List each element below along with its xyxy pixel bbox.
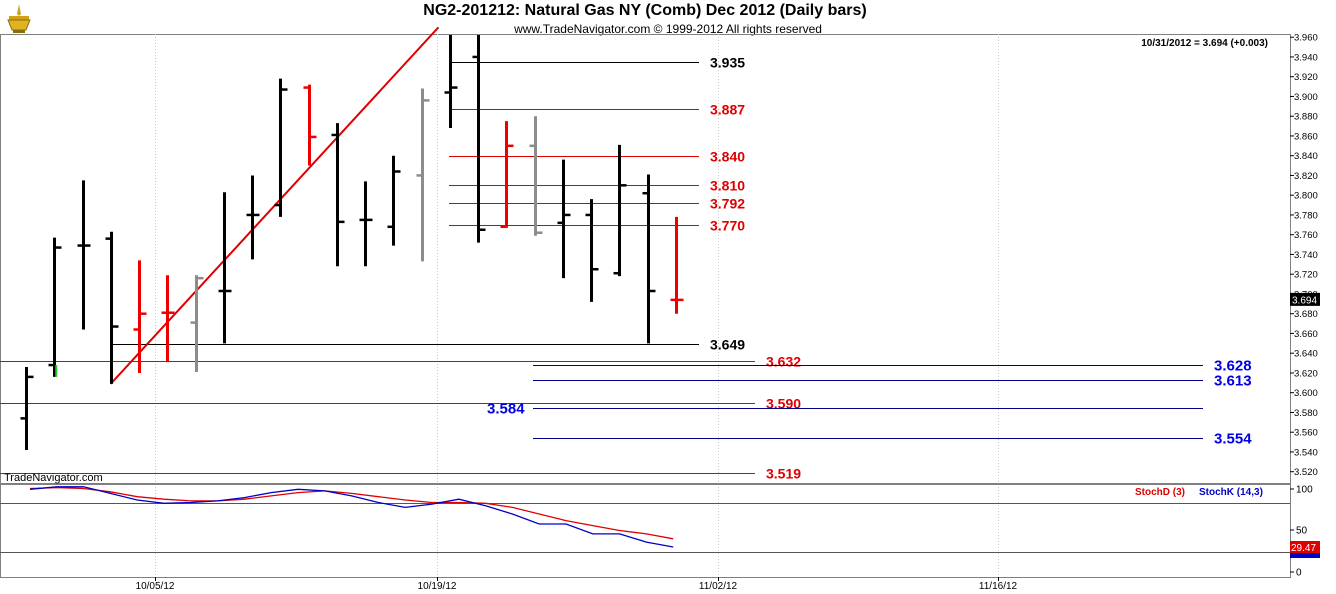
last-price-flag bbox=[1290, 292, 1320, 306]
ohlc-bar bbox=[642, 174, 656, 344]
ohlc-bar bbox=[190, 275, 204, 372]
y-tick-label: 3.580 bbox=[1294, 408, 1318, 419]
y-tick-label: 3.560 bbox=[1294, 428, 1318, 439]
ohlc-bar bbox=[105, 231, 119, 384]
ohlc-bar bbox=[613, 144, 627, 277]
y-tick-label: 3.860 bbox=[1294, 131, 1318, 142]
level-label: 3.519 bbox=[766, 466, 801, 482]
ohlc-bar bbox=[529, 116, 543, 236]
ohlc-bar bbox=[557, 159, 571, 279]
y-tick-label: 3.920 bbox=[1294, 72, 1318, 83]
x-tick-label: 11/02/12 bbox=[699, 581, 738, 592]
y-tick-label: 3.880 bbox=[1294, 112, 1318, 123]
y-tick-label: 100 bbox=[1296, 485, 1313, 496]
level-label: 3.584 bbox=[487, 401, 525, 418]
level-label: 3.590 bbox=[766, 396, 801, 412]
ohlc-bar bbox=[48, 237, 62, 377]
chart-title: NG2-201212: Natural Gas NY (Comb) Dec 20… bbox=[423, 2, 867, 19]
ohlc-bar bbox=[303, 84, 317, 166]
level-label: 3.554 bbox=[1214, 431, 1252, 448]
level-label: 3.770 bbox=[710, 218, 745, 234]
level-label: 3.632 bbox=[766, 354, 801, 370]
stoch-d-line bbox=[29, 486, 674, 540]
level-label: 3.810 bbox=[710, 178, 745, 194]
y-tick-label: 3.720 bbox=[1294, 270, 1318, 281]
legend-stoch-k: StochK (14,3) bbox=[1199, 487, 1263, 498]
last-quote-text: 10/31/2012 = 3.694 (+0.003) bbox=[1141, 38, 1268, 49]
ohlc-bar bbox=[133, 260, 147, 373]
y-tick-label: 3.540 bbox=[1294, 447, 1318, 458]
y-tick-label: 3.680 bbox=[1294, 309, 1318, 320]
x-tick-label: 11/16/12 bbox=[979, 581, 1018, 592]
y-tick-label: 3.900 bbox=[1294, 92, 1318, 103]
y-tick-label: 3.800 bbox=[1294, 191, 1318, 202]
stoch-k-line bbox=[29, 486, 674, 548]
ohlc-bar bbox=[585, 199, 599, 302]
ohlc-bar bbox=[387, 155, 401, 246]
ohlc-bar bbox=[20, 367, 34, 450]
y-tick-label: 3.940 bbox=[1294, 52, 1318, 63]
copyright-text: www.TradeNavigator.com © 1999-2012 All r… bbox=[514, 22, 822, 36]
ohlc-bar bbox=[472, 35, 486, 243]
y-tick-label: 3.960 bbox=[1294, 33, 1318, 44]
x-tick-label: 10/19/12 bbox=[418, 581, 457, 592]
y-tick-label: 3.600 bbox=[1294, 388, 1318, 399]
ohlc-bar bbox=[331, 123, 345, 267]
level-label: 3.887 bbox=[710, 102, 745, 118]
price-panel-border bbox=[0, 34, 1291, 484]
y-tick-label: 3.660 bbox=[1294, 329, 1318, 340]
level-label: 3.649 bbox=[710, 337, 745, 353]
level-label: 3.613 bbox=[1214, 373, 1252, 390]
level-label: 3.840 bbox=[710, 149, 745, 165]
legend-stoch-d: StochD (3) bbox=[1135, 487, 1185, 498]
ohlc-bar bbox=[670, 216, 684, 314]
y-tick-label: 3.820 bbox=[1294, 171, 1318, 182]
ohlc-bar bbox=[500, 121, 514, 229]
y-tick-label: 50 bbox=[1296, 526, 1308, 537]
y-tick-label: 3.620 bbox=[1294, 368, 1318, 379]
trade-navigator-logo-icon bbox=[4, 2, 34, 34]
ohlc-bar bbox=[416, 88, 430, 262]
level-label: 3.628 bbox=[1214, 358, 1252, 375]
y-tick-label: 3.520 bbox=[1294, 467, 1318, 478]
x-tick-label: 10/05/12 bbox=[136, 581, 175, 592]
ohlc-bar bbox=[77, 180, 91, 330]
y-tick-label: 3.780 bbox=[1294, 210, 1318, 221]
y-tick-label: 3.760 bbox=[1294, 230, 1318, 241]
ohlc-bar bbox=[246, 175, 260, 260]
osc-last-label: 29.47 bbox=[1291, 543, 1316, 554]
level-label: 3.792 bbox=[710, 196, 745, 212]
y-tick-label: 3.840 bbox=[1294, 151, 1318, 162]
ohlc-bar bbox=[444, 35, 458, 129]
ohlc-bar bbox=[359, 181, 373, 267]
oscillator-panel: 10/05/12 10/19/12 11/02/12 11/16/12 100 50 0 St… bbox=[0, 484, 1320, 592]
y-tick-label: 0 bbox=[1296, 568, 1302, 579]
y-tick-label: 3.640 bbox=[1294, 349, 1318, 360]
level-label: 3.935 bbox=[710, 55, 745, 71]
watermark-text: TradeNavigator.com bbox=[4, 472, 103, 484]
osc-last-flag-k bbox=[1290, 553, 1320, 558]
y-tick-label: 3.740 bbox=[1294, 250, 1318, 261]
ohlc-bar bbox=[274, 78, 288, 217]
oscillator-panel-border bbox=[0, 484, 1291, 578]
ohlc-bar bbox=[218, 192, 232, 344]
last-price-label: 3.694 bbox=[1292, 295, 1317, 306]
ohlc-bar bbox=[161, 275, 175, 363]
osc-last-flag bbox=[1290, 541, 1320, 553]
price-panel: 3.960 3.940 3.920 3.900 3.880 3.860 3.840 3.820… bbox=[0, 26, 1320, 577]
